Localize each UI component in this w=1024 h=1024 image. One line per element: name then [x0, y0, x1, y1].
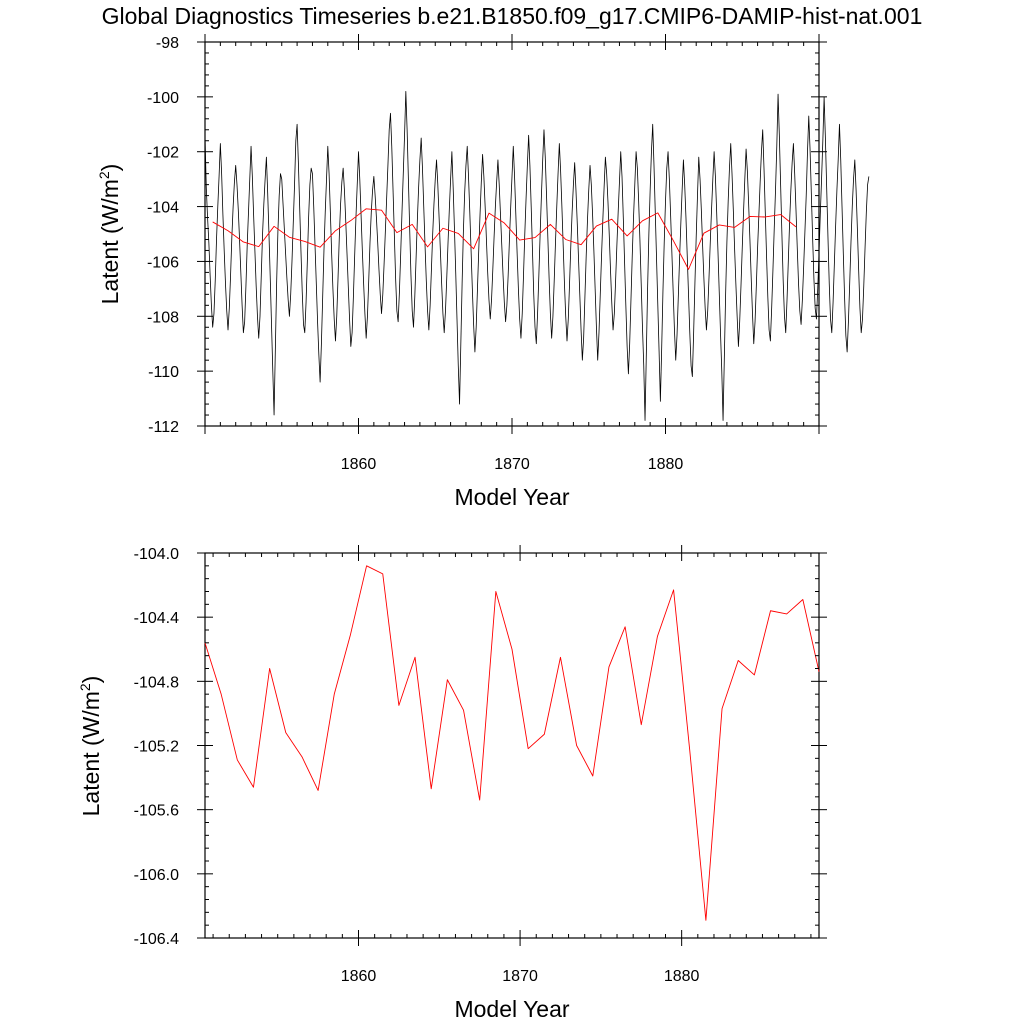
- top-annual-series-line: [212, 208, 797, 270]
- top-y-axis-label: Latent (W/m2): [96, 164, 123, 305]
- top-y-tick-label: -104: [147, 200, 179, 217]
- top-y-tick-label: -112: [148, 419, 179, 436]
- bottom-y-tick-label: -105.6: [134, 803, 179, 820]
- top-y-tick-label: -110: [148, 364, 179, 381]
- bottom-y-tick-label: -104.8: [134, 674, 179, 691]
- bottom-y-axis-label: Latent (W/m2): [77, 676, 104, 817]
- bottom-x-tick-label: 1880: [664, 968, 700, 985]
- top-x-axis-label: Model Year: [454, 484, 569, 510]
- top-x-tick-label: 1860: [341, 456, 377, 473]
- top-x-tick-label: 1870: [494, 456, 530, 473]
- top-y-tick-label: -106: [147, 254, 179, 271]
- bottom-series-layer: [204, 565, 820, 921]
- bottom-x-tick-label: 1860: [341, 968, 377, 985]
- bottom-x-axis-label: Model Year: [454, 996, 569, 1022]
- top-monthly-series-line: [204, 90, 870, 421]
- bottom-x-tick-label: 1870: [502, 968, 538, 985]
- top-y-tick-label: -108: [147, 309, 179, 326]
- top-y-axis-label-sup: 2: [96, 171, 112, 179]
- bottom-y-tick-label: -104.4: [134, 610, 179, 627]
- bottom-panel: 1860 1870 1880 -104.0 -104.4 -104.8 -105.2 -105…: [77, 545, 827, 1022]
- top-y-tick-label: -100: [147, 90, 179, 107]
- top-x-tick-label: 1880: [648, 456, 684, 473]
- bottom-y-axis-label-sup: 2: [77, 683, 93, 691]
- bottom-y-tick-label: -105.2: [134, 739, 179, 756]
- top-y-axis-label-main: Latent (W/m: [97, 179, 123, 304]
- top-series-layer: [204, 90, 870, 421]
- figure-title: Global Diagnostics Timeseries b.e21.B185…: [102, 3, 923, 29]
- bottom-y-tick-label: -106.0: [134, 867, 179, 884]
- bottom-plot-frame: [204, 552, 820, 939]
- bottom-axis-ticks: 1860 1870 1880 -104.0 -104.4 -104.8 -105.2 -105…: [134, 545, 827, 985]
- bottom-y-tick-label: -106.4: [134, 931, 179, 948]
- bottom-y-tick-label: -104.0: [134, 546, 179, 563]
- top-axis-ticks: 1860 1870 1880 -98 -100 -102 -104 -106 -108 -110 -…: [147, 34, 827, 473]
- bottom-y-axis-label-close: ): [78, 676, 104, 684]
- bottom-annual-series-line: [204, 565, 820, 921]
- top-y-axis-label-close: ): [97, 164, 123, 172]
- top-y-tick-label: -98: [156, 35, 179, 52]
- bottom-y-axis-label-main: Latent (W/m: [78, 691, 104, 816]
- top-panel: 1860 1870 1880 -98 -100 -102 -104 -106 -108 -110 -…: [96, 34, 870, 510]
- top-y-tick-label: -102: [147, 145, 179, 162]
